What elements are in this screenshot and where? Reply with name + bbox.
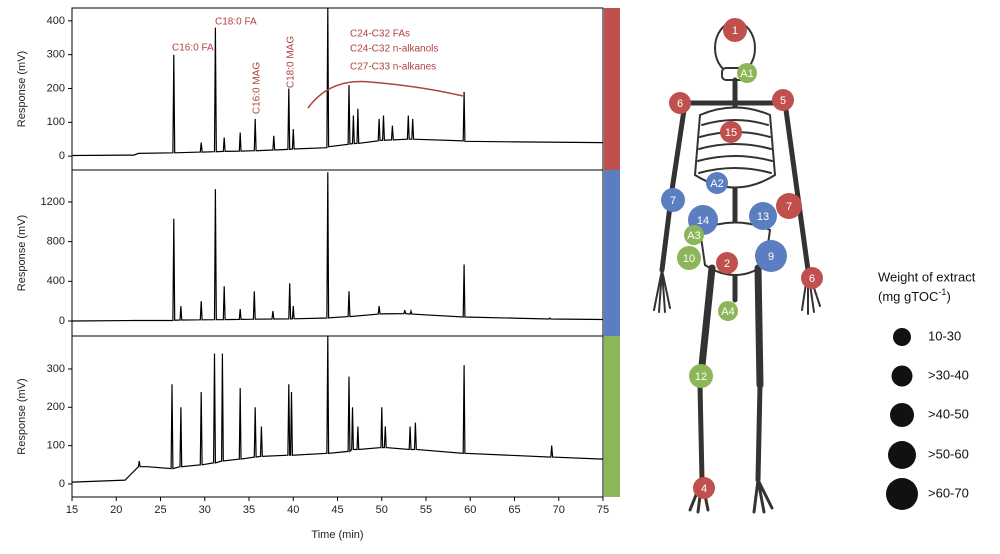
sample-label: 4 <box>701 483 707 495</box>
y-axis-label: Response (mV) <box>16 51 28 127</box>
sample-label: 15 <box>725 127 737 139</box>
y-tick-label: 200 <box>47 401 65 413</box>
y-tick-label: 0 <box>59 315 65 327</box>
sample-label: 2 <box>724 258 730 270</box>
y-tick-label: 200 <box>47 82 65 94</box>
y-tick-label: 0 <box>59 150 65 162</box>
y-tick-label: 400 <box>47 275 65 287</box>
legend-unit-sup: -1 <box>938 287 946 297</box>
sample-marker <box>684 225 704 245</box>
legend-label: 10-30 <box>928 328 961 343</box>
y-tick-label: 400 <box>47 15 65 27</box>
sample-marker <box>718 301 738 321</box>
sample-marker <box>720 121 742 143</box>
sample-marker <box>669 92 691 114</box>
legend-title: Weight of extract <box>878 269 976 284</box>
x-tick-label: 55 <box>420 504 432 516</box>
sample-marker <box>693 477 715 499</box>
sample-label: 7 <box>786 201 792 213</box>
sample-label: 12 <box>695 371 707 383</box>
sample-label: 6 <box>677 98 683 110</box>
sample-label: 1 <box>732 25 738 37</box>
sample-marker <box>689 364 713 388</box>
x-tick-label: 30 <box>199 504 211 516</box>
sample-label: 13 <box>757 211 769 223</box>
x-tick-label: 70 <box>553 504 565 516</box>
x-tick-label: 65 <box>508 504 520 516</box>
sample-label: 7 <box>670 195 676 207</box>
group-band <box>604 336 620 497</box>
x-tick-label: 25 <box>154 504 166 516</box>
sample-marker <box>706 172 728 194</box>
sample-label: A4 <box>721 306 734 318</box>
legend-symbol <box>886 478 918 510</box>
legend-unit: (mg gTOC-1) <box>878 287 951 304</box>
legend-unit-text: (mg gTOC <box>878 289 938 304</box>
sample-marker <box>716 252 738 274</box>
sample-label: A2 <box>710 178 723 190</box>
sample-label: A1 <box>740 68 753 80</box>
legend-symbol <box>891 365 913 387</box>
y-tick-label: 800 <box>47 236 65 248</box>
x-tick-label: 40 <box>287 504 299 516</box>
legend-symbol <box>890 403 914 427</box>
sample-marker <box>772 89 794 111</box>
y-tick-label: 300 <box>47 363 65 375</box>
sample-marker <box>755 240 787 272</box>
y-tick-label: 100 <box>47 116 65 128</box>
annotation: C27-C33 n-alkanes <box>350 62 436 73</box>
sample-label: 10 <box>683 253 695 265</box>
group-band <box>604 170 620 336</box>
trace <box>72 8 603 157</box>
sample-label: 6 <box>809 273 815 285</box>
y-tick-label: 100 <box>47 440 65 452</box>
sample-marker <box>737 63 757 83</box>
sample-marker <box>801 267 823 289</box>
annotation: C16:0 FA <box>172 43 214 54</box>
x-tick-label: 45 <box>331 504 343 516</box>
sample-label: A3 <box>687 230 700 242</box>
sample-marker <box>723 18 747 42</box>
sample-marker <box>677 246 701 270</box>
legend-label: >30-40 <box>928 367 969 382</box>
x-tick-label: 35 <box>243 504 255 516</box>
sample-label: 9 <box>768 251 774 263</box>
annotation-curve <box>307 80 464 109</box>
y-axis-label: Response (mV) <box>16 378 28 454</box>
sample-marker <box>776 193 802 219</box>
x-tick-label: 60 <box>464 504 476 516</box>
panel-frame <box>71 169 604 337</box>
annotation: C24-C32 FAs <box>350 29 410 40</box>
x-tick-label: 50 <box>376 504 388 516</box>
sample-label: 14 <box>697 215 709 227</box>
panel-frame <box>71 335 604 498</box>
legend-symbol <box>888 441 916 469</box>
sample-marker <box>661 188 685 212</box>
trace <box>72 336 603 483</box>
x-tick-label: 20 <box>110 504 122 516</box>
legend-label: >40-50 <box>928 406 969 421</box>
x-tick-label: 15 <box>66 504 78 516</box>
y-tick-label: 0 <box>59 478 65 490</box>
annotation: C18:0 FA <box>215 17 257 28</box>
annotation: C18:0 MAG <box>286 36 297 88</box>
sample-marker <box>749 202 777 230</box>
y-tick-label: 300 <box>47 49 65 61</box>
sample-label: 5 <box>780 95 786 107</box>
legend-label: >60-70 <box>928 485 969 500</box>
legend-label: >50-60 <box>928 446 969 461</box>
y-tick-label: 1200 <box>41 196 65 208</box>
annotation: C24-C32 n-alkanols <box>350 44 438 55</box>
x-tick-label: 75 <box>597 504 609 516</box>
trace <box>72 172 603 322</box>
annotation: C16:0 MAG <box>252 62 263 114</box>
legend-unit-close: ) <box>946 289 950 304</box>
group-band <box>604 8 620 170</box>
y-axis-label: Response (mV) <box>16 215 28 291</box>
legend-symbol <box>893 328 911 346</box>
x-axis-label: Time (min) <box>311 529 363 541</box>
